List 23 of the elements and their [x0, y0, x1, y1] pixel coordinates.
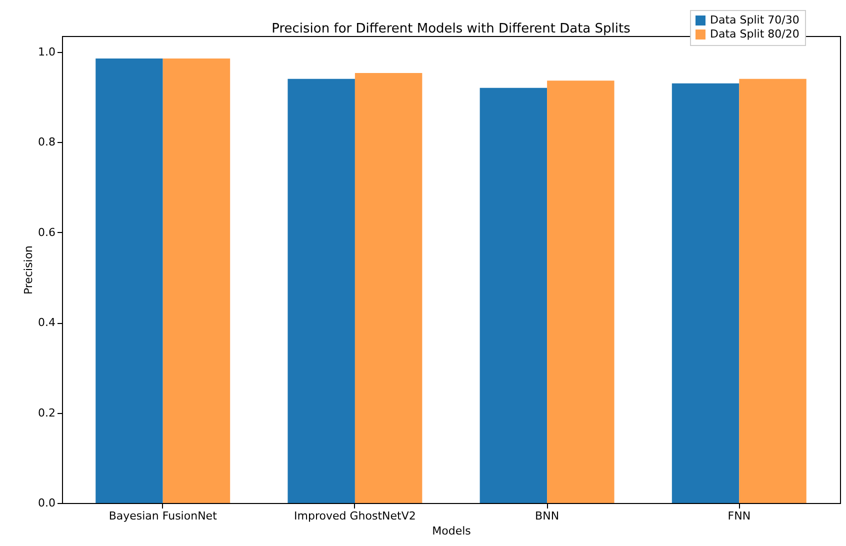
y-tick-label: 0.2 [38, 406, 56, 420]
legend-label: Data Split 80/20 [710, 28, 800, 40]
y-tick-label: 0.6 [38, 226, 56, 239]
x-axis-title: Models [432, 524, 472, 538]
x-tick-label: BNN [535, 510, 560, 522]
y-tick-label: 1.0 [38, 45, 56, 58]
y-tick-label: 0.8 [38, 136, 56, 149]
bar [480, 88, 548, 503]
x-tick-label: FNN [728, 510, 751, 522]
x-tick-label: Improved GhostNetV2 [294, 510, 416, 522]
bar [547, 80, 614, 503]
bar [96, 58, 163, 503]
bar [672, 83, 740, 503]
bar [288, 78, 355, 503]
bar [739, 78, 806, 503]
chart-title: Precision for Different Models with Different Data Splits [272, 22, 631, 36]
y-tick-label: 0.0 [38, 496, 56, 510]
bar [354, 73, 422, 503]
legend-label: Data Split 70/30 [710, 14, 800, 26]
x-tick-label: Bayesian FusionNet [108, 510, 218, 522]
y-tick-label: 0.4 [38, 316, 56, 330]
y-axis-title: Precision [22, 245, 36, 295]
bar [162, 58, 230, 503]
